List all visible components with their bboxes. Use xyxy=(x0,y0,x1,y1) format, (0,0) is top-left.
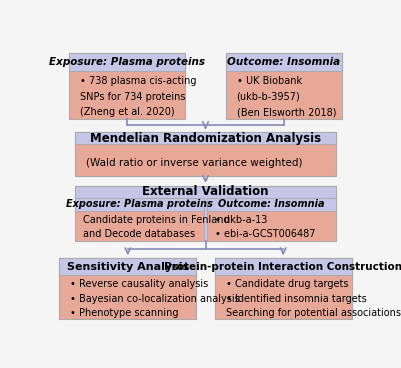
Bar xyxy=(59,258,196,275)
Text: External Validation: External Validation xyxy=(142,185,269,198)
Text: Protein-protein Interaction Construction: Protein-protein Interaction Construction xyxy=(164,262,401,272)
Bar xyxy=(59,258,196,319)
Text: • Bayesian co-localization analysis: • Bayesian co-localization analysis xyxy=(70,294,240,304)
Text: Sensitivity Analysis: Sensitivity Analysis xyxy=(67,262,189,272)
Text: • Candidate drug targets: • Candidate drug targets xyxy=(226,279,348,289)
Bar xyxy=(207,198,336,241)
Text: Exposure: Plasma proteins: Exposure: Plasma proteins xyxy=(49,57,205,67)
Bar xyxy=(69,53,185,119)
Text: Searching for potential associations: Searching for potential associations xyxy=(226,308,401,318)
Text: • Phenotype scanning: • Phenotype scanning xyxy=(70,308,179,318)
Bar xyxy=(226,53,342,119)
Text: • 738 plasma cis-acting: • 738 plasma cis-acting xyxy=(80,76,196,86)
Text: (ukb-b-3957): (ukb-b-3957) xyxy=(237,92,300,102)
Text: SNPs for 734 proteins: SNPs for 734 proteins xyxy=(80,92,185,102)
Bar xyxy=(215,258,352,275)
Text: • ebi-a-GCST006487: • ebi-a-GCST006487 xyxy=(215,229,315,239)
Text: Mendelian Randomization Analysis: Mendelian Randomization Analysis xyxy=(90,132,321,145)
Bar xyxy=(207,198,336,211)
Bar xyxy=(69,53,185,71)
Text: (Zheng et al. 2020): (Zheng et al. 2020) xyxy=(80,107,174,117)
Text: Outcome: Insomnia: Outcome: Insomnia xyxy=(227,57,340,67)
Text: (Wald ratio or inverse variance weighted): (Wald ratio or inverse variance weighted… xyxy=(86,158,302,168)
Bar xyxy=(75,132,336,176)
Bar xyxy=(215,258,352,319)
Bar xyxy=(226,53,342,71)
Text: and Decode databases: and Decode databases xyxy=(83,229,195,239)
Text: Candidate proteins in Fenland: Candidate proteins in Fenland xyxy=(83,215,229,224)
Bar xyxy=(75,132,336,144)
Text: • ukb-a-13: • ukb-a-13 xyxy=(215,215,267,224)
Text: • UK Biobank: • UK Biobank xyxy=(237,76,302,86)
Text: (Ben Elsworth 2018): (Ben Elsworth 2018) xyxy=(237,107,336,117)
Text: • Identified insomnia targets: • Identified insomnia targets xyxy=(226,294,367,304)
Bar xyxy=(75,186,336,241)
Bar xyxy=(75,198,204,241)
Bar xyxy=(75,198,204,211)
Text: Exposure: Plasma proteins: Exposure: Plasma proteins xyxy=(66,199,213,209)
Text: • Reverse causality analysis: • Reverse causality analysis xyxy=(70,279,209,289)
Text: Outcome: Insomnia: Outcome: Insomnia xyxy=(218,199,325,209)
